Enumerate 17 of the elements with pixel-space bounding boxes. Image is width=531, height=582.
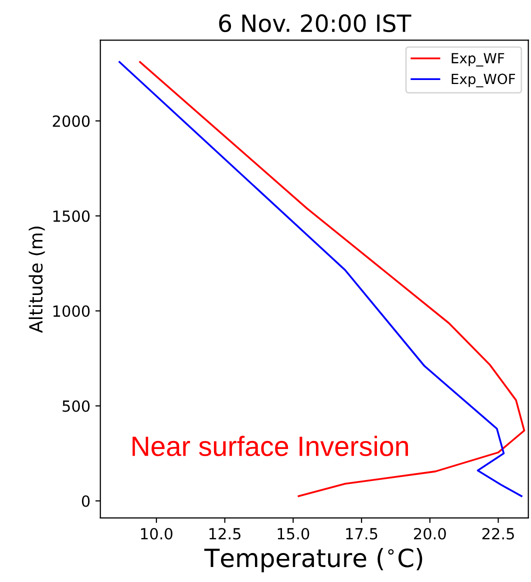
y-tick-label: 500 (62, 400, 90, 412)
y-tick-label: 0 (82, 495, 90, 507)
x-axis-title: Temperature ($^{∘}$C) (204, 548, 422, 572)
legend-label: Exp_WF (452, 53, 504, 66)
x-tick-label: 17.5 (346, 528, 378, 540)
legend-label: Exp_WOF (452, 74, 516, 88)
x-tick-label: 12.5 (209, 528, 240, 540)
x-tick-label: 20.0 (414, 528, 446, 540)
x-tick-label: 10.0 (141, 528, 172, 540)
x-tick-label: 15.0 (278, 528, 310, 540)
annotation: Near surface Inversion (132, 436, 408, 456)
y-axis-title: Altitude (m) (28, 226, 45, 333)
chart-title: 6 Nov. 20:00 IST (219, 14, 412, 32)
y-tick-label: 1000 (53, 305, 90, 317)
x-tick-label: 22.5 (482, 528, 514, 540)
y-tick-label: 2000 (52, 115, 90, 127)
y-tick-label: 1500 (53, 210, 90, 222)
